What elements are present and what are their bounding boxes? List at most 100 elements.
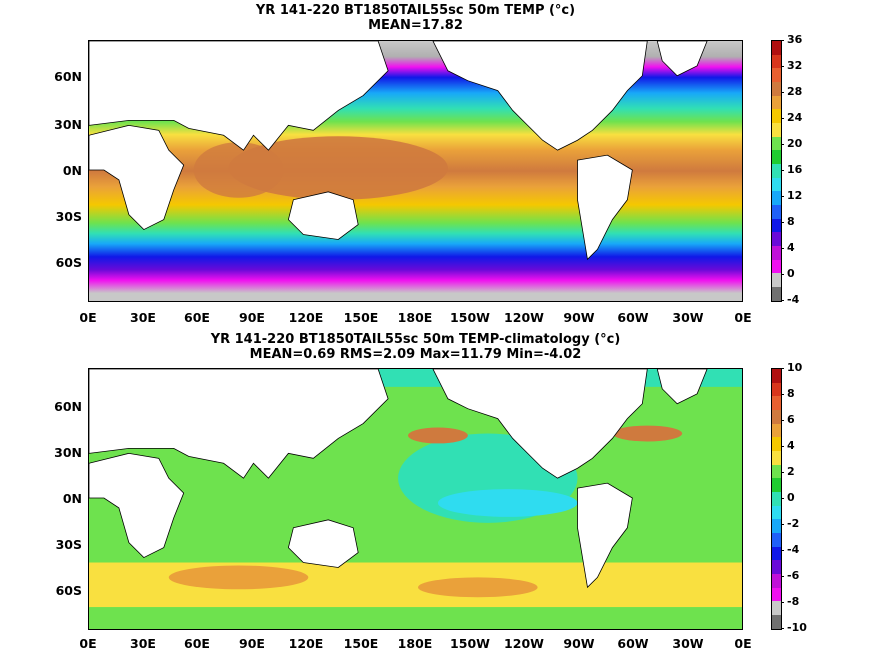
p1-lon-30W: 30W bbox=[672, 310, 704, 325]
colorbar-label: 10 bbox=[787, 361, 803, 374]
p1-lon-150W: 150W bbox=[450, 310, 490, 325]
continents-2 bbox=[89, 369, 708, 589]
p2-lon-60W: 60W bbox=[617, 636, 649, 651]
colorbar-tick bbox=[781, 222, 784, 223]
colorbar-segment bbox=[772, 410, 781, 424]
colorbar-tick bbox=[781, 40, 784, 41]
colorbar-label: 28 bbox=[787, 85, 803, 98]
colorbar-tick bbox=[781, 92, 784, 93]
colorbar-label: 24 bbox=[787, 111, 803, 124]
colorbar-segment bbox=[772, 519, 781, 534]
southern-ocean-hot-2 bbox=[417, 577, 538, 598]
continents bbox=[89, 41, 708, 261]
p1-lon-90W: 90W bbox=[563, 310, 595, 325]
colorbar-segment bbox=[772, 123, 781, 137]
colorbar-tick bbox=[781, 394, 784, 395]
colorbar-segment bbox=[772, 205, 781, 219]
north-america bbox=[432, 41, 648, 151]
panel1-title-line2: MEAN=17.82 bbox=[368, 18, 463, 33]
colorbar-tick bbox=[781, 576, 784, 577]
colorbar-tick bbox=[781, 300, 784, 301]
warm-pool bbox=[228, 136, 448, 200]
africa-2 bbox=[89, 452, 185, 559]
p1-lon-0E-end: 0E bbox=[734, 310, 752, 325]
colorbar-tick bbox=[781, 628, 784, 629]
p1-lon-0E: 0E bbox=[79, 310, 97, 325]
colorbar-segment bbox=[772, 423, 781, 438]
kuroshio-warm bbox=[408, 427, 468, 444]
colorbar-segment bbox=[772, 478, 781, 493]
p2-lon-120W: 120W bbox=[504, 636, 544, 651]
p1-lon-120E: 120E bbox=[288, 310, 324, 325]
colorbar-tick bbox=[781, 420, 784, 421]
panel2-title-line1: YR 141-220 BT1850TAIL55sc 50m TEMP-clima… bbox=[210, 332, 621, 347]
panel2-anomaly-map bbox=[88, 368, 743, 630]
colorbar-label: 12 bbox=[787, 189, 803, 202]
p1-lon-150E: 150E bbox=[343, 310, 379, 325]
colorbar-label: 8 bbox=[787, 387, 795, 400]
greenland-2 bbox=[656, 369, 708, 405]
colorbar-segment bbox=[772, 451, 781, 465]
colorbar-segment bbox=[772, 191, 781, 206]
colorbar-segment bbox=[772, 492, 781, 506]
colorbar-segment bbox=[772, 259, 781, 274]
colorbar-tick bbox=[781, 524, 784, 525]
colorbar-label: 16 bbox=[787, 163, 803, 176]
p1-lat-label-30S: 30S bbox=[55, 209, 82, 224]
colorbar-segment bbox=[772, 164, 781, 178]
p2-lon-90W: 90W bbox=[563, 636, 595, 651]
antarctic-band bbox=[89, 607, 742, 629]
colorbar-segment bbox=[772, 437, 781, 452]
colorbar-segment bbox=[772, 82, 781, 96]
colorbar-segment bbox=[772, 533, 781, 547]
colorbar-segment bbox=[772, 546, 781, 561]
australia bbox=[287, 191, 359, 240]
colorbar-tick bbox=[781, 602, 784, 603]
africa bbox=[89, 124, 185, 231]
colorbar-segment bbox=[772, 68, 781, 83]
colorbar-label: 0 bbox=[787, 267, 795, 280]
australia-2 bbox=[287, 519, 359, 568]
p2-lat-label-0N: 0N bbox=[62, 491, 82, 506]
colorbar-tick bbox=[781, 274, 784, 275]
colorbar-segment bbox=[772, 601, 781, 616]
p1-lat-label-30N: 30N bbox=[54, 117, 82, 132]
colorbar-segment bbox=[772, 615, 781, 629]
p2-lat-label-60N: 60N bbox=[54, 399, 82, 414]
colorbar-segment bbox=[772, 273, 781, 288]
p1-lon-90E: 90E bbox=[239, 310, 265, 325]
p1-lon-60W: 60W bbox=[617, 310, 649, 325]
colorbar-segment bbox=[772, 54, 781, 69]
colorbar-label: 6 bbox=[787, 413, 795, 426]
north-america-2 bbox=[432, 369, 648, 479]
eurasia bbox=[89, 41, 389, 151]
colorbar-segment bbox=[772, 177, 781, 192]
p2-lon-150E: 150E bbox=[343, 636, 379, 651]
colorbar-tick bbox=[781, 498, 784, 499]
p2-lon-60E: 60E bbox=[184, 636, 210, 651]
colorbar-segment bbox=[772, 560, 781, 575]
colorbar-label: 32 bbox=[787, 59, 803, 72]
panel1-title: YR 141-220 BT1850TAIL55sc 50m TEMP (°c) … bbox=[88, 3, 743, 33]
colorbar-tick bbox=[781, 170, 784, 171]
colorbar-label: -4 bbox=[787, 543, 800, 556]
panel2-title: YR 141-220 BT1850TAIL55sc 50m TEMP-clima… bbox=[88, 332, 743, 362]
colorbar-segment bbox=[772, 109, 781, 124]
colorbar-segment bbox=[772, 574, 781, 588]
colorbar-label: -4 bbox=[787, 293, 800, 306]
colorbar-label: 4 bbox=[787, 241, 795, 254]
colorbar-segment bbox=[772, 41, 781, 55]
panel1-title-line1: YR 141-220 BT1850TAIL55sc 50m TEMP (°c) bbox=[255, 3, 576, 18]
colorbar-tick bbox=[781, 550, 784, 551]
colorbar-label: 4 bbox=[787, 439, 795, 452]
colorbar-segment bbox=[772, 464, 781, 479]
greenland bbox=[656, 41, 708, 77]
p1-lat-label-60N: 60N bbox=[54, 69, 82, 84]
colorbar-label: 0 bbox=[787, 491, 795, 504]
p1-lat-label-60S: 60S bbox=[55, 255, 82, 270]
p2-lon-0E-end: 0E bbox=[734, 636, 752, 651]
p2-lon-30E: 30E bbox=[130, 636, 156, 651]
southern-ocean-hot-1 bbox=[168, 565, 309, 590]
colorbar-segment bbox=[772, 382, 781, 397]
colorbar-tick bbox=[781, 66, 784, 67]
